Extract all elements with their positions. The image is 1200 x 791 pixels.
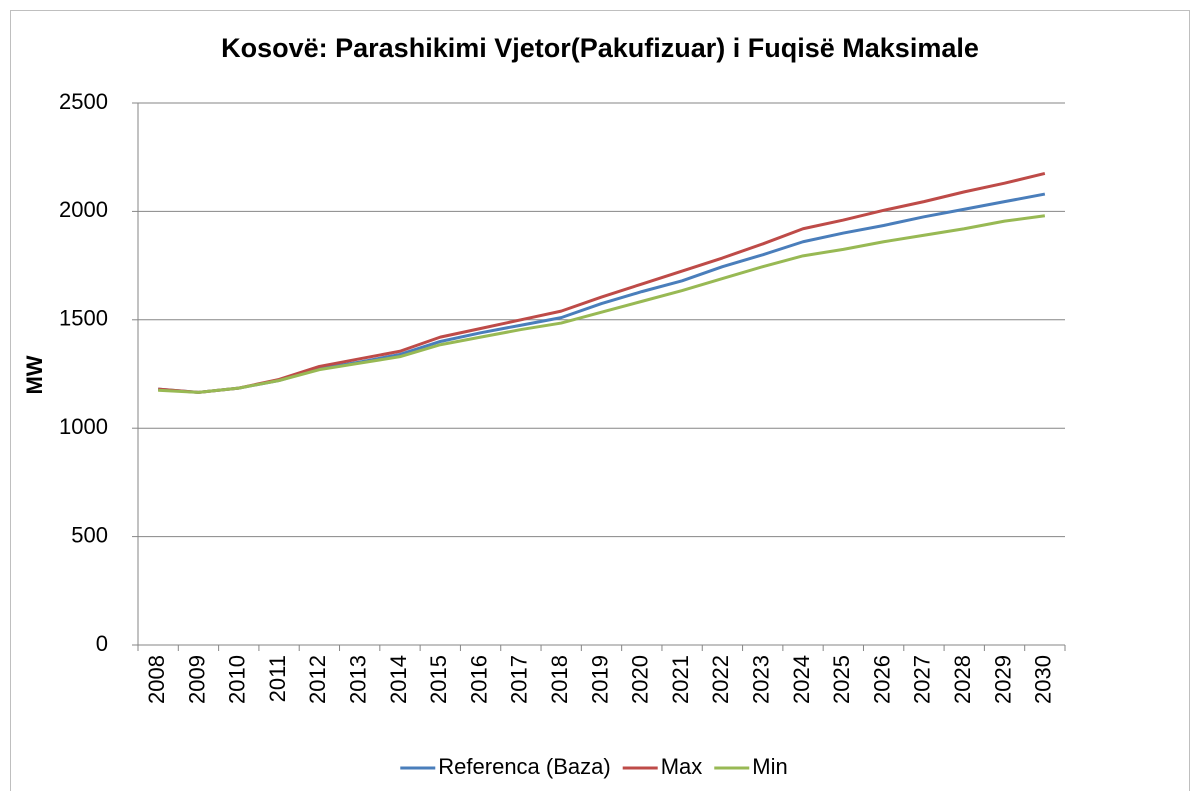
y-tick-label: 500 <box>71 522 108 547</box>
legend-label: Referenca (Baza) <box>438 754 610 779</box>
x-tick-label: 2010 <box>225 655 250 704</box>
x-tick-label: 2013 <box>345 655 370 704</box>
x-tick-label: 2008 <box>144 655 169 704</box>
x-tick-label: 2030 <box>1031 655 1056 704</box>
x-tick-label: 2024 <box>789 655 814 704</box>
x-tick-label: 2018 <box>547 655 572 704</box>
x-tick-label: 2028 <box>950 655 975 704</box>
x-tick-label: 2015 <box>426 655 451 704</box>
x-tick-label: 2011 <box>265 655 290 702</box>
x-tick-label: 2022 <box>708 655 733 704</box>
x-tick-label: 2019 <box>587 655 612 704</box>
x-tick-label: 2014 <box>386 655 411 704</box>
y-tick-label: 1000 <box>59 414 108 439</box>
y-tick-label: 0 <box>96 631 108 656</box>
y-axis-label: MW <box>22 355 47 394</box>
x-tick-label: 2016 <box>466 655 491 704</box>
x-tick-label: 2012 <box>305 655 330 704</box>
chart-title: Kosovë: Parashikimi Vjetor(Pakufizuar) i… <box>221 33 979 63</box>
x-tick-label: 2027 <box>910 655 935 704</box>
x-tick-label: 2029 <box>990 655 1015 704</box>
series-line <box>158 172 1046 394</box>
chart-border <box>10 10 1190 791</box>
x-tick-label: 2025 <box>829 655 854 704</box>
legend-label: Min <box>752 754 787 779</box>
y-tick-label: 1500 <box>59 306 108 331</box>
series-line <box>158 214 1046 394</box>
legend-label: Max <box>661 754 703 779</box>
x-tick-label: 2026 <box>869 655 894 704</box>
y-tick-label: 2500 <box>59 89 108 114</box>
y-tick-label: 2000 <box>59 197 108 222</box>
x-tick-label: 2009 <box>184 655 209 704</box>
x-tick-label: 2017 <box>507 655 532 704</box>
x-tick-label: 2021 <box>668 655 693 704</box>
x-tick-label: 2023 <box>749 655 774 704</box>
x-tick-label: 2020 <box>628 655 653 704</box>
